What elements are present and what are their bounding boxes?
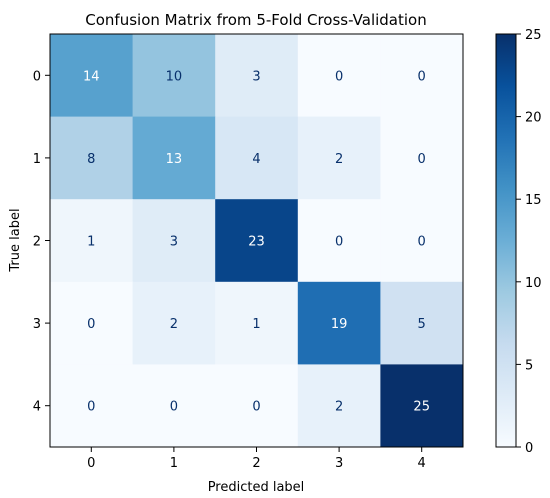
heatmap-cell [380, 34, 464, 118]
y-axis-ticks: 0 1 2 3 4 [33, 69, 50, 415]
heatmap-cell [215, 281, 299, 365]
y-tick-label: 4 [33, 400, 41, 415]
heatmap-cell [380, 364, 464, 448]
cell-value-label: 19 [331, 317, 348, 332]
y-tick-label: 3 [33, 317, 41, 332]
heatmap-cell [132, 364, 216, 448]
cell-value-label: 1 [87, 235, 95, 250]
colorbar-tick-label: 25 [525, 28, 542, 43]
heatmap-cell [132, 281, 216, 365]
x-tick-label: 0 [87, 456, 95, 471]
cell-value-label: 0 [335, 235, 343, 250]
heatmap-cell [215, 199, 299, 283]
chart-title: Confusion Matrix from 5-Fold Cross-Valid… [85, 11, 426, 29]
colorbar-tick-label: 15 [525, 193, 542, 208]
cell-value-label: 3 [170, 235, 178, 250]
heatmap-cell [297, 364, 381, 448]
heatmap-cell [215, 364, 299, 448]
heatmap-cell [50, 116, 134, 200]
heatmap-cell [297, 281, 381, 365]
colorbar-ticks: 0 5 10 15 20 25 [516, 28, 542, 456]
colorbar-tick-label: 20 [525, 111, 542, 126]
colorbar-tick-label: 0 [525, 441, 533, 456]
x-tick-label: 3 [335, 456, 343, 471]
x-axis-ticks: 0 1 2 3 4 [87, 447, 426, 471]
heatmap-cell [380, 116, 464, 200]
heatmap-cell [215, 34, 299, 118]
cell-value-label: 5 [418, 317, 426, 332]
x-tick-label: 1 [170, 456, 178, 471]
cell-value-label: 2 [170, 317, 178, 332]
y-axis-label: True label [8, 208, 23, 272]
cell-value-label: 0 [335, 69, 343, 84]
y-tick-label: 0 [33, 69, 41, 84]
heatmap-cell [380, 281, 464, 365]
heatmap-cells [50, 34, 464, 448]
heatmap-cell [380, 199, 464, 283]
heatmap-cell [50, 281, 134, 365]
cell-value-label: 0 [418, 69, 426, 84]
heatmap-cell [132, 34, 216, 118]
heatmap-cell [132, 199, 216, 283]
y-tick-label: 1 [33, 152, 41, 167]
heatmap-cell-labels: 14 10 3 0 08 13 4 2 01 3 23 0 00 2 1 19 50 0 0 2 25 [83, 69, 430, 414]
heatmap-cell [50, 364, 134, 448]
cell-value-label: 0 [418, 235, 426, 250]
y-tick-label: 2 [33, 235, 41, 250]
heatmap-cell [297, 116, 381, 200]
cell-value-label: 23 [248, 235, 265, 250]
cell-value-label: 8 [87, 152, 95, 167]
heatmap-cell [132, 116, 216, 200]
heatmap-cell [297, 34, 381, 118]
cell-value-label: 0 [252, 400, 260, 415]
heatmap-cell [50, 199, 134, 283]
x-tick-label: 4 [418, 456, 426, 471]
x-tick-label: 2 [252, 456, 260, 471]
cell-value-label: 0 [418, 152, 426, 167]
cell-value-label: 10 [166, 69, 183, 84]
cell-value-label: 2 [335, 400, 343, 415]
colorbar [495, 33, 517, 448]
colorbar-tick-label: 10 [525, 276, 542, 291]
heatmap-cell [215, 116, 299, 200]
cell-value-label: 25 [413, 400, 430, 415]
heatmap-cell [50, 34, 134, 118]
cell-value-label: 1 [252, 317, 260, 332]
cell-value-label: 13 [166, 152, 183, 167]
colorbar-tick-label: 5 [525, 358, 533, 373]
cell-value-label: 14 [83, 69, 100, 84]
cell-value-label: 3 [252, 69, 260, 84]
cell-value-label: 0 [87, 400, 95, 415]
x-axis-label: Predicted label [208, 480, 305, 495]
cell-value-label: 0 [170, 400, 178, 415]
cell-value-label: 2 [335, 152, 343, 167]
cell-value-label: 4 [252, 152, 260, 167]
cell-value-label: 0 [87, 317, 95, 332]
heatmap-cell [297, 199, 381, 283]
